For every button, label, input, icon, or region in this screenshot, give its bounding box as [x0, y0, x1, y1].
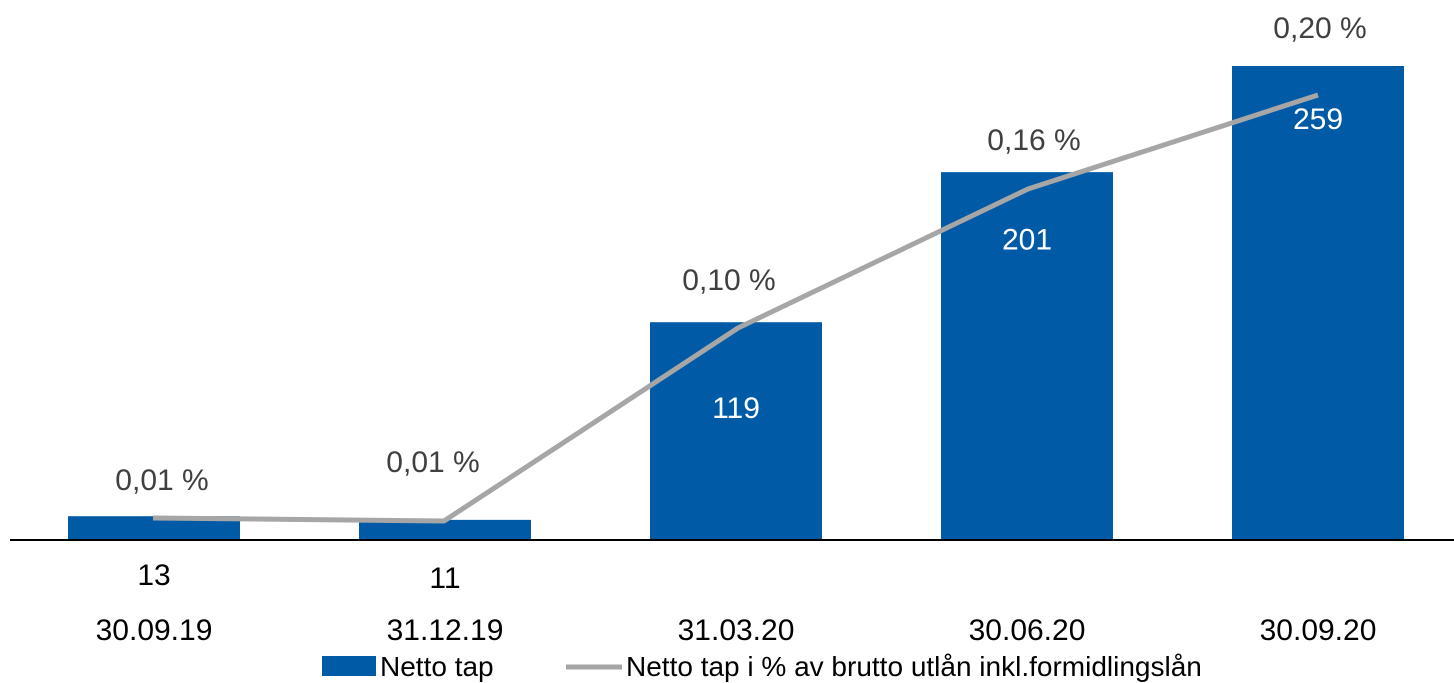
bar-5 — [1232, 66, 1404, 540]
legend: Netto tap Netto tap i % av brutto utlån … — [322, 651, 1202, 682]
legend-label-bar: Netto tap — [380, 651, 494, 682]
line-value-label-5: 0,20 % — [1273, 12, 1366, 45]
line-series-path — [152, 92, 1319, 524]
bar-value-label-1: 13 — [137, 559, 170, 592]
line-value-label-2: 0,01 % — [386, 446, 479, 479]
line-value-label-1: 0,01 % — [115, 464, 208, 497]
label-group: 13 30.09.19 11 31.12.19 119 31.03.20 201 30.06.… — [96, 12, 1377, 647]
bar-2 — [359, 519, 531, 540]
x-tick-label-4: 30.06.20 — [969, 614, 1086, 647]
bar-value-label-3: 119 — [712, 392, 760, 425]
line-value-label-4: 0,16 % — [987, 124, 1080, 157]
bar-4 — [941, 172, 1113, 540]
legend-swatch-bar — [322, 656, 376, 676]
line-series-group — [152, 92, 1319, 524]
bar-group — [68, 66, 1404, 540]
x-tick-label-3: 31.03.20 — [678, 614, 795, 647]
line-value-label-3: 0,10 % — [682, 264, 775, 297]
bar-value-label-2: 11 — [429, 562, 460, 595]
bar-value-label-5: 259 — [1293, 103, 1343, 136]
bar-1 — [68, 516, 240, 540]
legend-label-line: Netto tap i % av brutto utlån inkl.formi… — [626, 651, 1202, 682]
bar-value-label-4: 201 — [1002, 223, 1052, 256]
x-tick-label-5: 30.09.20 — [1260, 614, 1377, 647]
x-tick-label-2: 31.12.19 — [387, 614, 504, 647]
bar-3 — [650, 322, 822, 540]
x-tick-label-1: 30.09.19 — [96, 614, 213, 647]
